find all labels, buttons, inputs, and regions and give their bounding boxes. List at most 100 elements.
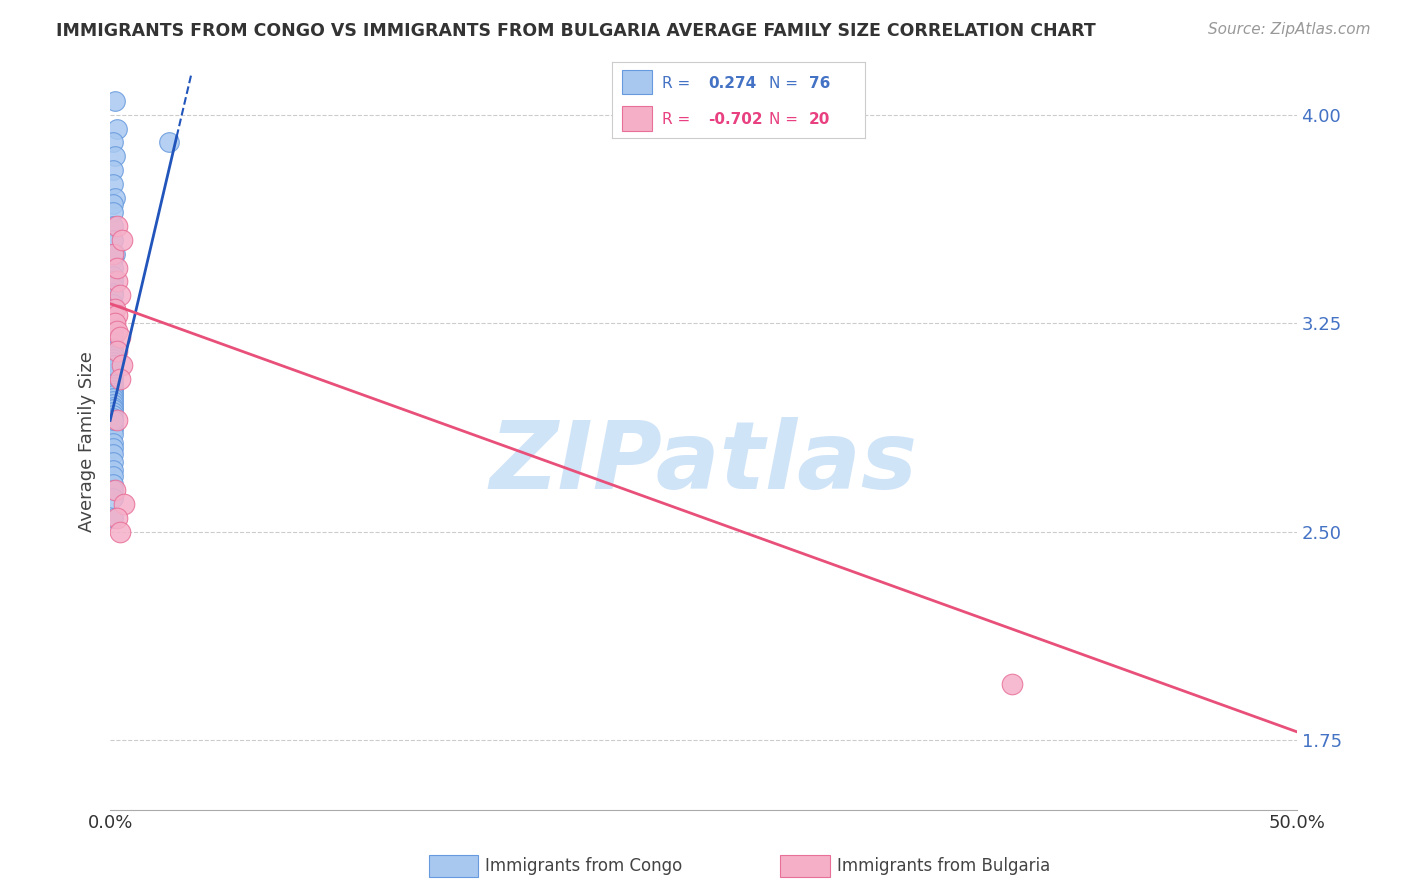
Point [101, 375, 124, 389]
Point [101, 447, 124, 461]
Point [101, 358, 124, 372]
Point [101, 363, 124, 377]
Point [101, 313, 124, 327]
Point [101, 366, 124, 380]
FancyBboxPatch shape [621, 70, 652, 95]
Point [101, 358, 124, 372]
Point [101, 441, 124, 455]
Text: Source: ZipAtlas.com: Source: ZipAtlas.com [1208, 22, 1371, 37]
Point [105, 219, 128, 233]
Point [101, 341, 124, 355]
Point [101, 413, 124, 427]
Text: 76: 76 [808, 76, 831, 91]
Point [101, 455, 124, 469]
Point [104, 316, 127, 330]
Point [101, 483, 124, 497]
Point [101, 325, 124, 339]
Point [108, 288, 131, 302]
Point [105, 275, 128, 289]
Point [101, 310, 124, 325]
Text: -0.702: -0.702 [707, 112, 762, 127]
Point [101, 385, 124, 400]
Point [101, 177, 124, 191]
Point [104, 191, 127, 205]
Point [101, 510, 124, 524]
FancyBboxPatch shape [621, 106, 652, 130]
Point [101, 355, 124, 369]
Point [101, 335, 124, 350]
Point [101, 408, 124, 422]
Point [101, 302, 124, 317]
Point [101, 419, 124, 434]
Point [101, 427, 124, 442]
Point [104, 483, 127, 497]
Point [101, 321, 124, 335]
Point [105, 308, 128, 322]
Point [101, 260, 124, 275]
Point [101, 435, 124, 450]
Point [101, 246, 124, 260]
Point [101, 405, 124, 419]
Point [101, 463, 124, 477]
Point [101, 383, 124, 397]
Point [101, 288, 124, 302]
Point [101, 388, 124, 402]
Text: R =: R = [662, 112, 690, 127]
Point [105, 325, 128, 339]
Text: N =: N = [769, 112, 797, 127]
Point [101, 327, 124, 342]
Point [101, 410, 124, 425]
Point [101, 163, 124, 178]
Text: 20: 20 [808, 112, 831, 127]
Point [101, 205, 124, 219]
Point [159, 136, 181, 150]
Text: N =: N = [769, 76, 797, 91]
Point [104, 246, 127, 260]
Text: IMMIGRANTS FROM CONGO VS IMMIGRANTS FROM BULGARIA AVERAGE FAMILY SIZE CORRELATIO: IMMIGRANTS FROM CONGO VS IMMIGRANTS FROM… [56, 22, 1097, 40]
Text: 0.274: 0.274 [707, 76, 756, 91]
Point [101, 280, 124, 294]
Point [101, 246, 124, 260]
Point [101, 400, 124, 414]
Point [101, 422, 124, 436]
Point [101, 372, 124, 386]
Point [101, 391, 124, 405]
Point [104, 149, 127, 163]
Point [101, 360, 124, 375]
Point [101, 380, 124, 394]
Point [101, 285, 124, 300]
Point [101, 268, 124, 283]
Text: ZIPatlas: ZIPatlas [489, 417, 918, 509]
Point [101, 196, 124, 211]
Point [108, 372, 131, 386]
Point [111, 358, 134, 372]
Point [101, 413, 124, 427]
Point [101, 352, 124, 367]
Point [105, 121, 128, 136]
Text: R =: R = [662, 76, 690, 91]
Point [101, 343, 124, 358]
Point [101, 469, 124, 483]
Point [101, 347, 124, 361]
Y-axis label: Average Family Size: Average Family Size [79, 351, 96, 532]
Point [108, 330, 131, 344]
Point [101, 330, 124, 344]
Point [104, 302, 127, 317]
Point [101, 477, 124, 491]
Point [112, 497, 135, 511]
Point [105, 260, 128, 275]
Point [101, 308, 124, 322]
Point [101, 402, 124, 417]
Point [101, 350, 124, 364]
Point [104, 94, 127, 108]
Point [101, 252, 124, 267]
Point [101, 368, 124, 383]
Point [1001, 677, 1024, 691]
Point [111, 233, 134, 247]
Point [101, 377, 124, 392]
Point [101, 302, 124, 317]
Point [101, 394, 124, 409]
Point [101, 316, 124, 330]
Point [101, 296, 124, 310]
Point [105, 413, 128, 427]
